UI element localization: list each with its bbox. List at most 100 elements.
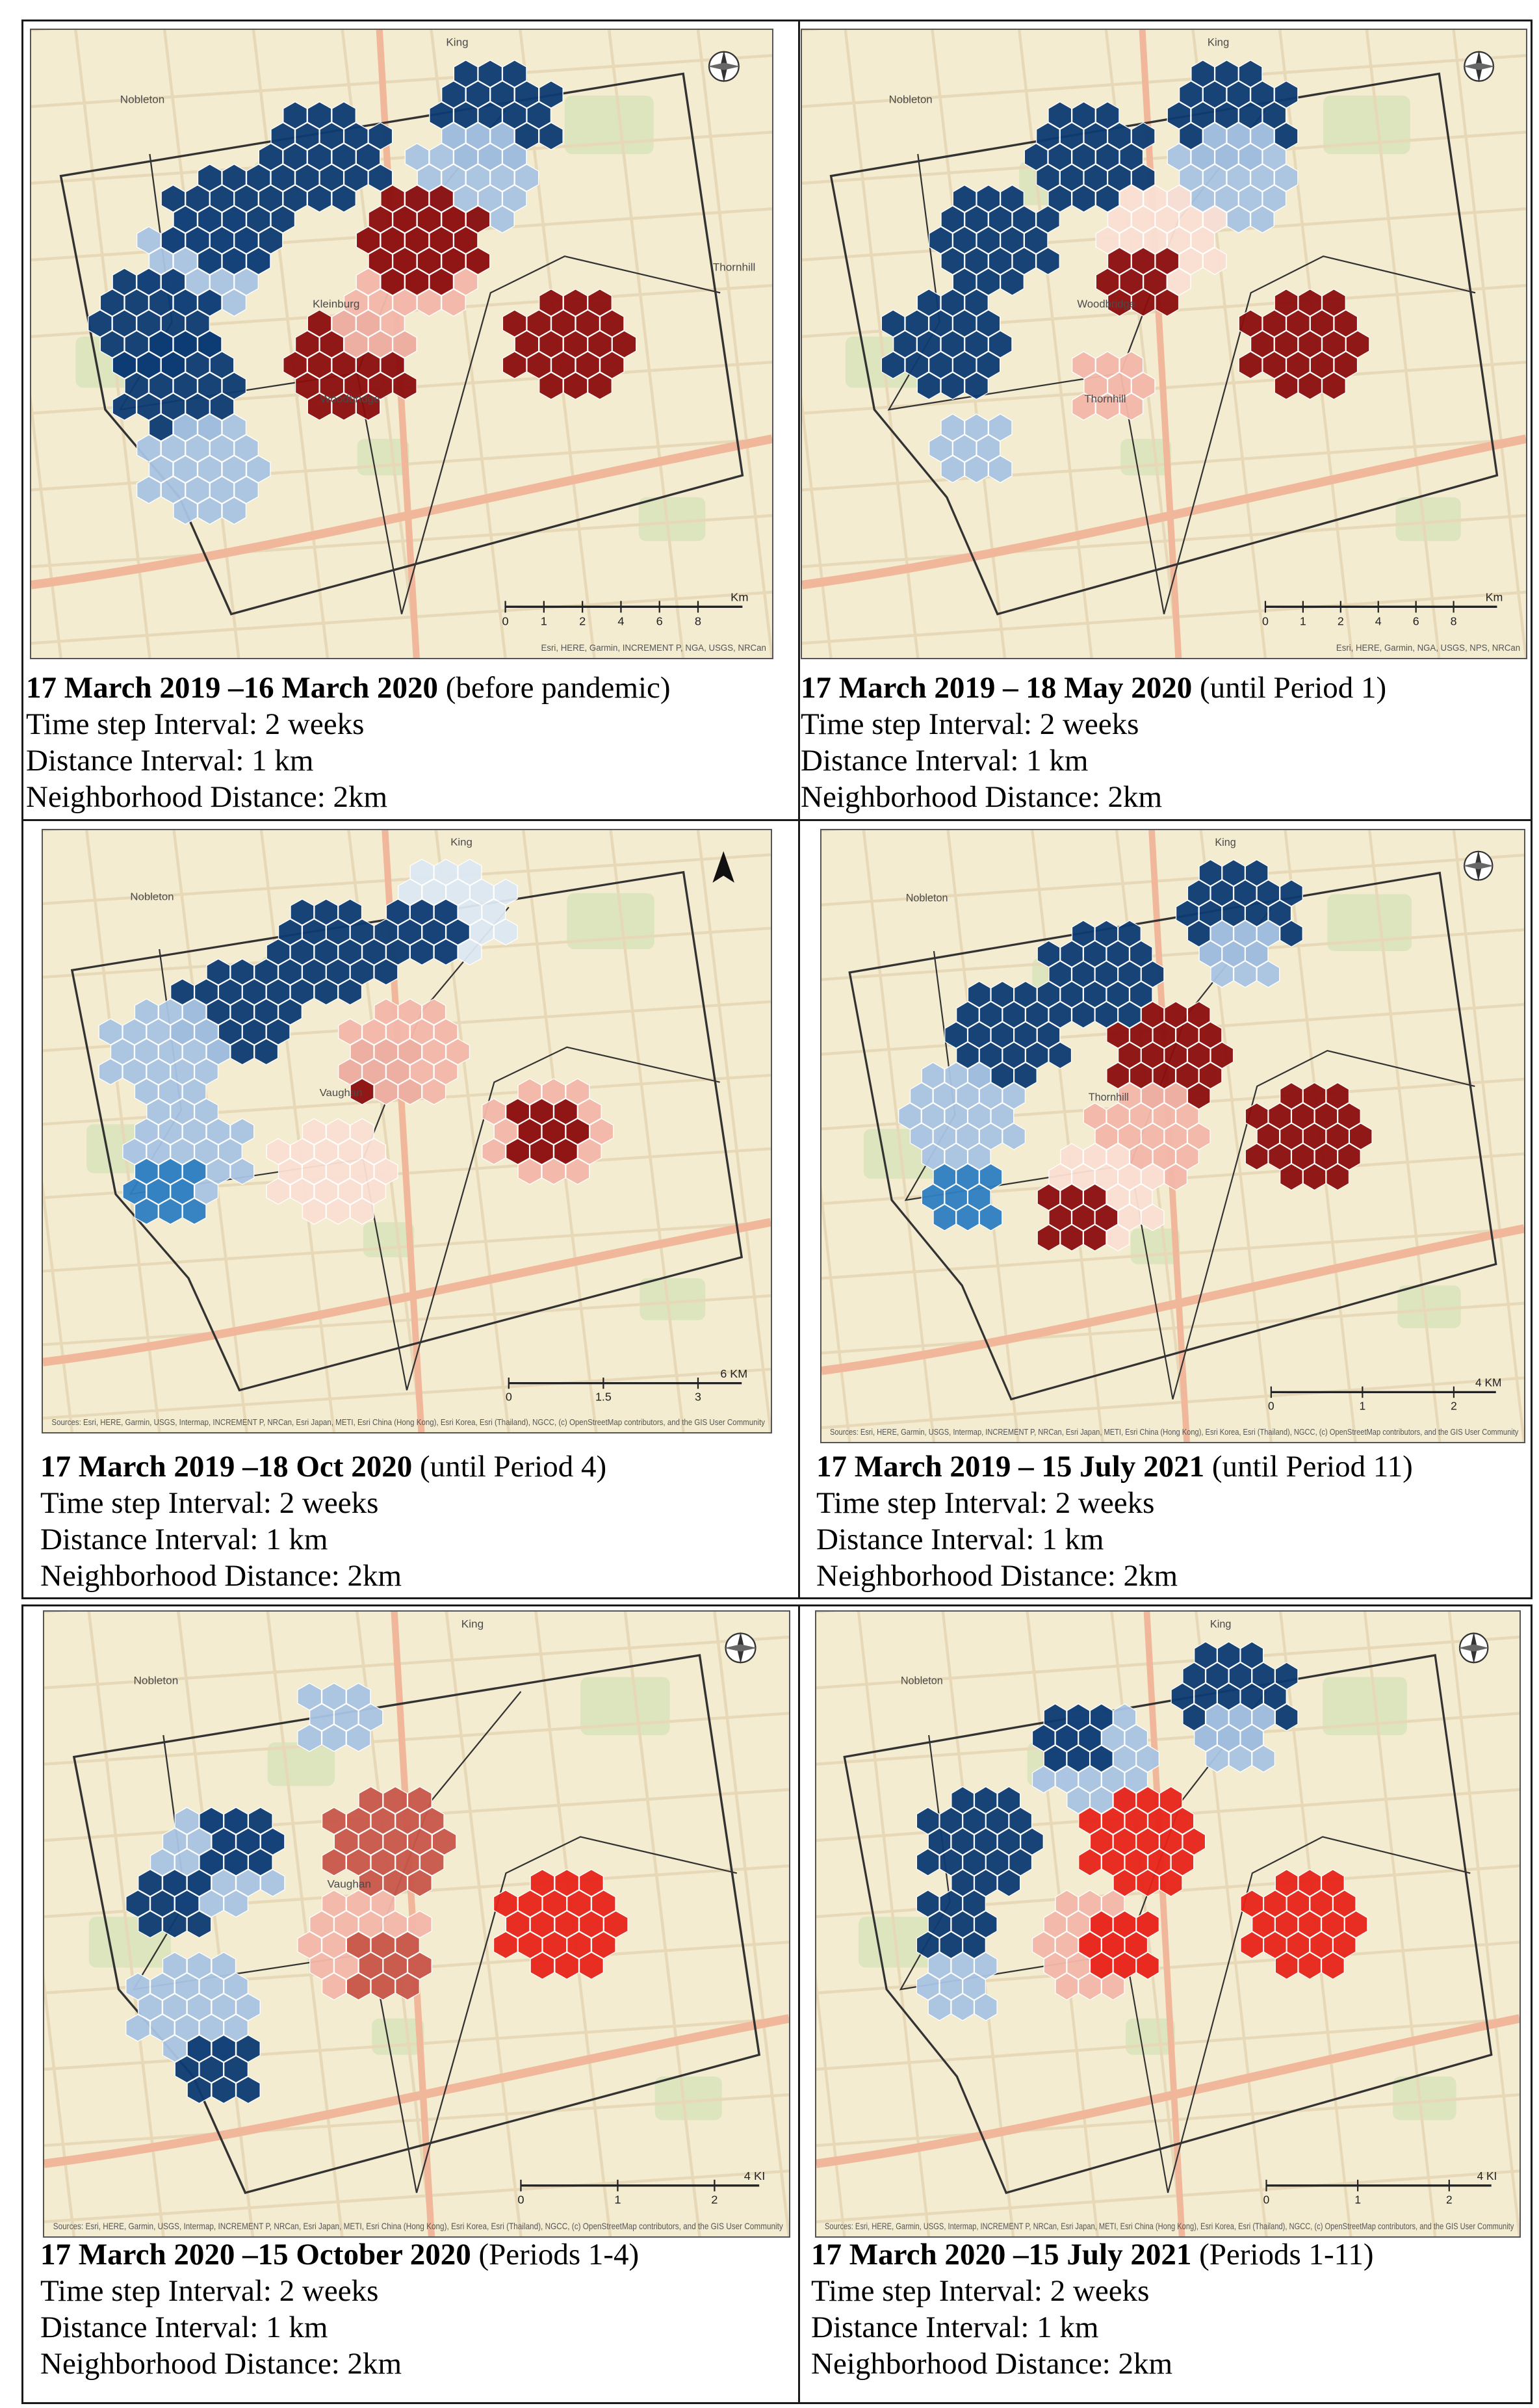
hotspot-hex-bin: [553, 1098, 578, 1125]
hotspot-hex-bin: [502, 59, 527, 88]
caption-date-range: 17 March 2020 –15 October 2020: [40, 2238, 471, 2271]
hotspot-hex-bin: [1147, 1807, 1171, 1835]
hotspot-hex-bin: [1191, 184, 1215, 213]
caption-date-note: (until Period 11): [1204, 1450, 1413, 1484]
hotspot-hex-bin: [194, 1138, 219, 1165]
hotspot-hex-bin: [1250, 330, 1274, 359]
hotspot-hex-bin: [199, 1807, 224, 1835]
hotspot-hex-bin: [333, 1827, 359, 1856]
place-label: King: [450, 837, 472, 848]
hotspot-hex-bin: [235, 1868, 261, 1897]
hotspot-hex-bin: [502, 184, 527, 213]
hotspot-hex-bin: [1124, 1848, 1148, 1876]
hotspot-hex-bin: [1262, 351, 1287, 380]
hotspot-hex-bin: [588, 372, 612, 400]
hotspot-hex-bin: [1286, 351, 1310, 380]
hotspot-hex-bin: [1095, 101, 1120, 129]
hotspot-hex-bin: [409, 898, 434, 926]
map-panel-3: King Nobleton Vaughan 0 1.5 3 6 KM Sources: Esr…: [42, 829, 772, 1433]
hotspot-hex-bin: [136, 351, 161, 380]
hotspot-hex-bin: [927, 1910, 951, 1939]
hotspot-hex-bin: [1344, 1910, 1368, 1939]
hotspot-hex-bin: [138, 1993, 163, 2021]
hotspot-hex-bin: [612, 330, 637, 359]
hotspot-hex-bin: [383, 1868, 408, 1897]
caption-date-note: (until Period 4): [412, 1450, 607, 1484]
hotspot-hex-bin: [222, 288, 247, 317]
place-label: Thornhill: [1084, 393, 1126, 405]
caption-timestep: Time step Interval: 2 weeks: [801, 707, 1139, 741]
hotspot-hex-bin: [1205, 1662, 1229, 1690]
hotspot-hex-bin: [343, 330, 369, 359]
hotspot-hex-bin: [575, 351, 601, 380]
hotspot-hex-bin: [194, 1018, 219, 1045]
hotspot-hex-bin: [1113, 1703, 1137, 1732]
hotspot-hex-bin: [1113, 1786, 1137, 1814]
map-panel-5: King Nobleton Vaughan 0 1 2 4 KI Sources: Esri,…: [43, 1610, 790, 2238]
hotspot-hex-bin: [1321, 330, 1346, 359]
hotspot-hex-bin: [505, 1910, 530, 1939]
minor-road: [816, 1712, 1520, 1766]
hotspot-hex-bin: [1337, 1143, 1361, 1171]
hotspot-hex-bin: [361, 938, 387, 966]
hotspot-hex-bin: [517, 1078, 542, 1105]
minor-road: [1368, 830, 1442, 1442]
hotspot-hex-bin: [1002, 1041, 1026, 1069]
hotspot-hex-bin: [383, 1910, 408, 1939]
hotspot-hex-bin: [185, 393, 210, 421]
hotspot-hex-bin: [138, 1868, 163, 1897]
hotspot-hex-bin: [1202, 163, 1227, 192]
hotspot-hex-bin: [1135, 1952, 1160, 1980]
hotspot-hex-bin: [526, 351, 552, 380]
map-attribution: Sources: Esri, HERE, Garmin, USGS, Inter…: [51, 1417, 765, 1427]
hotspot-hex-bin: [1250, 163, 1274, 192]
hotspot-hex-bin: [350, 1078, 374, 1105]
hotspot-hex-bin: [967, 1143, 991, 1171]
hotspot-hex-bin: [314, 1177, 339, 1205]
hotspot-hex-bin: [1060, 940, 1083, 968]
hotspot-hex-bin: [136, 226, 161, 255]
north-arrow-icon: [712, 851, 734, 883]
hotspot-hex-bin: [974, 1910, 998, 1939]
hotspot-hex-bin: [1135, 1827, 1160, 1856]
caption-panel-4: 17 March 2019 – 15 July 2021 (until Peri…: [816, 1448, 1413, 1594]
hotspot-hex-bin: [974, 1786, 998, 1814]
hotspot-hex-bin: [1178, 246, 1203, 276]
hotspot-hex-bin: [230, 1118, 255, 1145]
hotspot-hex-bin: [246, 246, 271, 276]
caption-distance: Distance Interval: 1 km: [40, 2310, 328, 2344]
hotspot-hex-bin: [370, 1931, 396, 1959]
hotspot-hex-bin: [1332, 1889, 1356, 1918]
hotspot-hex-bin: [314, 898, 339, 926]
hotspot-hex-bin: [1250, 122, 1274, 150]
hotspot-hex-bin: [530, 1910, 555, 1939]
hotspot-hex-bin: [358, 1952, 383, 1980]
hotspot-hex-bin: [1035, 246, 1060, 276]
hotspot-hex-bin: [199, 1972, 224, 2001]
compass-rose-icon: [707, 50, 740, 83]
hotspot-hex-bin: [1048, 184, 1072, 213]
place-label: Woodbridge: [1077, 298, 1135, 310]
hotspot-hex-bin: [1119, 393, 1144, 421]
hotspot-hex-bin: [321, 1723, 346, 1752]
hotspot-hex-bin: [985, 1848, 1009, 1876]
hotspot-hex-bin: [1170, 1807, 1195, 1835]
hotspot-hex-bin: [1321, 372, 1346, 400]
hotspot-hex-bin: [1000, 267, 1024, 296]
hotspot-hex-bin: [278, 1158, 303, 1185]
minor-road: [802, 437, 1526, 491]
hotspot-hex-bin: [1321, 1952, 1345, 1980]
hotspot-hex-bin: [1280, 1082, 1303, 1110]
hotspot-hex-bin: [258, 226, 283, 255]
hotspot-hex-bin: [588, 330, 612, 359]
hotspot-hex-bin: [235, 1993, 261, 2021]
map-attribution: Esri, HERE, Garmin, INCREMENT P, NGA, US…: [541, 643, 766, 653]
hotspot-hex-bin: [194, 1177, 219, 1205]
scale-tick-label: 0: [506, 1391, 512, 1404]
hotspot-hex-bin: [1067, 1910, 1091, 1939]
hotspot-hex-bin: [933, 1203, 957, 1231]
hotspot-hex-bin: [260, 1827, 285, 1856]
hotspot-hex-bin: [1256, 879, 1280, 907]
hotspot-hex-bin: [988, 413, 1013, 442]
hotspot-hex-bin: [956, 1041, 979, 1069]
